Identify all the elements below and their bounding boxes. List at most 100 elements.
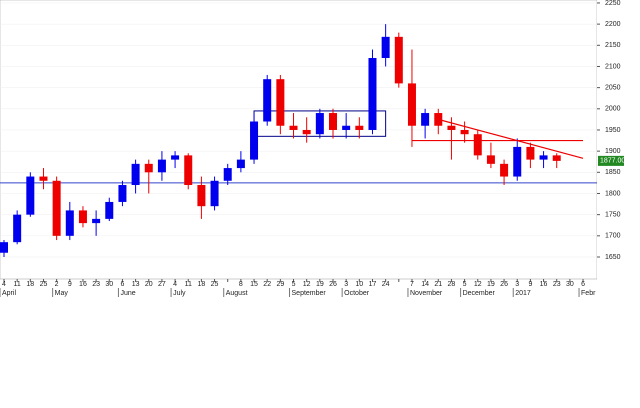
candle-body [460,129,469,135]
x-tick-label: 17 [369,281,377,288]
candle-body [0,242,8,253]
candle-body [26,176,35,215]
y-tick-label: 1650 [605,254,621,261]
x-tick-label: 16 [79,281,87,288]
x-tick-label: 19 [316,281,324,288]
x-tick-label: 22 [263,281,271,288]
y-tick-label: 1850 [605,169,621,176]
x-tick-label: 12 [303,281,311,288]
month-label: June [120,290,135,297]
month-label: December [463,290,496,297]
y-tick-label: 2150 [605,42,621,49]
candle-body [157,159,166,173]
x-tick-label: 13 [132,281,140,288]
plot-area [0,0,598,280]
candle-body [184,155,193,186]
x-tick-label: 29 [276,281,284,288]
month-label: August [226,290,248,297]
x-tick-label: 4 [173,281,177,288]
candle-body [407,83,416,126]
candle-body [144,163,153,173]
candle-body [210,180,219,207]
x-tick-label: 5 [292,281,296,288]
y-tick-label: 2250 [605,0,621,7]
x-tick-label: 26 [329,281,337,288]
candle-body [131,163,140,186]
candle-body [78,210,87,224]
candle-body [368,58,377,130]
y-axis-area [597,0,640,279]
x-tick-label: 2 [55,281,59,288]
candle-body [39,176,48,181]
x-tick-label: 23 [553,281,561,288]
x-tick-label: 11 [14,281,21,288]
y-tick-label: 2050 [605,84,621,91]
month-label: Febr [581,290,596,297]
candle-body [52,180,61,236]
candle-body [13,214,22,243]
month-label: July [173,290,186,297]
candle-body [394,36,403,84]
candle-body [513,146,522,177]
candle-body [447,125,456,130]
x-tick-label: 25 [40,281,48,288]
candle-body [236,159,245,169]
candle-body [250,121,259,160]
month-label: November [410,290,443,297]
candle-body [486,155,495,164]
y-tick-label: 2000 [605,106,621,113]
candle-body [355,125,364,130]
month-label: May [55,290,69,297]
x-tick-label: 28 [448,281,456,288]
x-tick-label: 20 [145,281,153,288]
month-label: 2017 [515,290,531,297]
x-tick-label: 27 [158,281,166,288]
candle-body [315,113,324,135]
x-tick-label: 16 [540,281,548,288]
x-tick-label: 30 [566,281,574,288]
candle-body [276,79,285,126]
y-tick-label: 1700 [605,233,621,240]
y-tick-label: 1950 [605,127,621,134]
x-tick-label: 24 [382,281,390,288]
candle-body [526,146,535,160]
y-tick-label: 2200 [605,21,621,28]
last-price-label: 1877.00 [600,158,625,165]
x-tick-label: 10 [355,281,363,288]
candle-body [473,134,482,156]
candle-body [105,201,114,219]
x-tick-label: 6 [120,281,124,288]
x-tick-label: 9 [68,281,72,288]
x-tick-label: 19 [487,281,495,288]
candle-body [171,155,180,160]
x-tick-label: 5 [463,281,467,288]
candle-body [500,163,509,177]
candle-body [302,129,311,135]
x-tick-label: 3 [515,281,519,288]
x-tick-label: 8 [239,281,243,288]
candle-body [92,218,101,224]
last-price-box [598,155,624,166]
candle-body [289,125,298,130]
x-tick-label: 30 [105,281,113,288]
candle-body [539,155,548,160]
x-tick-label: 12 [474,281,482,288]
month-label: September [292,290,327,297]
x-tick-label: 14 [421,281,429,288]
candle-body [552,155,561,161]
x-tick-label: 4 [2,281,6,288]
trend-line [438,118,584,159]
x-tick-label: 7 [410,281,414,288]
candle-body [197,185,206,207]
y-tick-label: 1800 [605,190,621,197]
x-tick-label: 26 [500,281,508,288]
x-tick-label: 23 [92,281,100,288]
y-tick-label: 1750 [605,211,621,218]
candle-body [118,185,127,202]
x-tick-label: 11 [185,281,192,288]
month-label: October [344,290,370,297]
candle-body [329,113,337,130]
candle-body [65,210,74,236]
